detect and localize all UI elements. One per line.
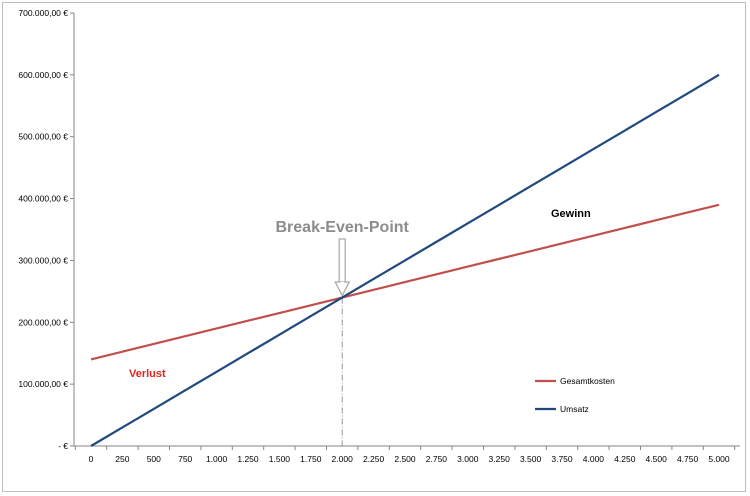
verlust-label: Verlust	[129, 368, 166, 380]
x-tick-label: 1.750	[300, 454, 322, 464]
series-line-umsatz	[90, 73, 720, 447]
legend-label: Umsatz	[560, 404, 589, 414]
x-tick-label: 3.250	[489, 454, 511, 464]
break-even-chart: - € 100.000,00 € 200.000,00 € 300.000,00 € 4…	[18, 8, 740, 464]
y-tick-label: - €	[58, 441, 68, 451]
break-even-label: Break-Even-Point	[276, 219, 410, 236]
x-tick-label: 1.500	[269, 454, 291, 464]
annotations: Break-Even-Point Gewinn Verlust	[129, 208, 591, 380]
gewinn-label: Gewinn	[551, 208, 591, 220]
y-tick-label: 600.000,00 €	[18, 70, 68, 80]
y-tick-label: 300.000,00 €	[18, 255, 68, 265]
break-even-arrow-shaft	[338, 238, 346, 284]
x-tick-label: 0	[89, 454, 94, 464]
x-tick-label: 3.750	[551, 454, 573, 464]
x-tick-label: 3.000	[457, 454, 479, 464]
legend-label: Gesamtkosten	[560, 376, 615, 386]
x-axis: 0 250 500 750 1.000 1.250 1.500 1.750 2.000 2.250…	[74, 445, 740, 464]
x-tick-label: 5.000	[708, 454, 730, 464]
x-tick-label: 1.000	[206, 454, 228, 464]
series-layer	[90, 73, 720, 447]
x-tick-label: 2.000	[332, 454, 354, 464]
break-even-guide	[334, 238, 351, 446]
x-tick-label: 250	[115, 454, 129, 464]
x-tick-label: 2.250	[363, 454, 385, 464]
x-tick-label: 4.000	[583, 454, 605, 464]
x-tick-label: 2.500	[394, 454, 416, 464]
series-line-gesamtkosten	[90, 203, 720, 361]
x-tick-label: 1.250	[237, 454, 259, 464]
y-tick-label: 400.000,00 €	[18, 194, 68, 204]
y-tick-label: 500.000,00 €	[18, 132, 68, 142]
y-tick-label: 100.000,00 €	[18, 379, 68, 389]
x-tick-label: 3.500	[520, 454, 542, 464]
y-tick-label: 700.000,00 €	[18, 8, 68, 18]
x-tick-label: 750	[178, 454, 192, 464]
x-tick-label: 4.500	[646, 454, 668, 464]
legend: Gesamtkosten Umsatz	[535, 376, 615, 414]
x-tick-label: 4.250	[614, 454, 636, 464]
y-axis: - € 100.000,00 € 200.000,00 € 300.000,00 € 4…	[18, 8, 75, 451]
x-tick-label: 4.750	[677, 454, 699, 464]
x-tick-label: 500	[147, 454, 161, 464]
y-tick-label: 200.000,00 €	[18, 317, 68, 327]
x-tick-label: 2.750	[426, 454, 448, 464]
